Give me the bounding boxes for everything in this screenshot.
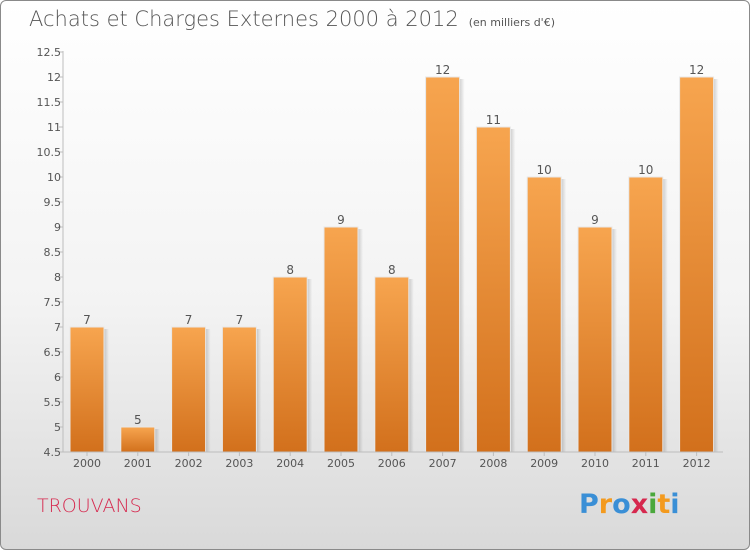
x-tick-label: 2001 xyxy=(124,457,152,470)
y-tick-label: 10.5 xyxy=(37,146,62,159)
logo-letter: i xyxy=(670,489,680,520)
logo-letter: P xyxy=(579,489,599,520)
y-tick-label: 9 xyxy=(54,221,61,234)
bar-value-label: 10 xyxy=(537,163,552,177)
bar-shadow xyxy=(459,79,465,452)
bar-value-label: 9 xyxy=(337,213,345,227)
x-tick-label: 2009 xyxy=(530,457,558,470)
y-tick-label: 8.5 xyxy=(44,246,62,259)
y-tick-label: 11 xyxy=(47,121,61,134)
bar-shadow xyxy=(713,79,719,452)
x-tick-label: 2011 xyxy=(632,457,660,470)
logo-letter: t xyxy=(657,489,671,520)
bar-value-label: 7 xyxy=(83,313,91,327)
y-tick-label: 7.5 xyxy=(44,296,62,309)
bar-value-label: 7 xyxy=(185,313,193,327)
y-tick-label: 5 xyxy=(54,421,61,434)
bar-2004 xyxy=(272,276,308,453)
bar-shadow xyxy=(307,279,313,452)
y-tick-label: 7 xyxy=(54,321,61,334)
y-tick-label: 12.5 xyxy=(37,46,62,59)
x-tick-label: 2002 xyxy=(175,457,203,470)
x-tick-label: 2006 xyxy=(378,457,406,470)
axes-layer: 4.5 5 5.5 6 6.5 7 7.5 8 8.5 9 9.5 10 10.5 11 11.5 12 12.… xyxy=(37,46,723,470)
bar-2008 xyxy=(475,126,511,453)
bar-shadow xyxy=(154,429,160,452)
bar-2002 xyxy=(171,326,207,453)
bar-value-label: 12 xyxy=(689,63,704,77)
bar-2001 xyxy=(120,426,156,453)
bar-chart: 7 5 7 7 8 9 8 12 11 10 9 10 12 4.5 5 5.5 6 6.5 7 7.5 8 8.5 9 9… xyxy=(37,46,723,470)
x-tick-label: 2008 xyxy=(479,457,507,470)
proxiti-logo: Proxiti xyxy=(579,489,680,520)
x-tick-label: 2005 xyxy=(327,457,355,470)
bar-2011 xyxy=(628,176,664,453)
bar-2006 xyxy=(374,276,410,453)
y-tick-label: 10 xyxy=(47,171,61,184)
logo-letter: x xyxy=(630,489,649,520)
bar-value-label: 7 xyxy=(236,313,244,327)
bar-value-label: 8 xyxy=(286,263,294,277)
x-tick-label: 2007 xyxy=(429,457,457,470)
bar-value-label: 8 xyxy=(388,263,396,277)
bar-value-label: 5 xyxy=(134,413,142,427)
commune-name: TROUVANS xyxy=(37,495,142,517)
bar-shadow xyxy=(561,179,567,452)
y-tick-label: 12 xyxy=(47,71,61,84)
bar-2010 xyxy=(577,226,613,453)
chart-title-group: Achats et Charges Externes 2000 à 2012 (e… xyxy=(29,7,555,31)
y-tick-label: 11.5 xyxy=(37,96,62,109)
bar-2012 xyxy=(679,76,715,453)
bar-value-label: 11 xyxy=(486,113,501,127)
y-tick-label: 4.5 xyxy=(44,446,62,459)
x-tick-label: 2003 xyxy=(225,457,253,470)
y-tick-label: 9.5 xyxy=(44,196,62,209)
bar-2003 xyxy=(221,326,257,453)
logo-letter: r xyxy=(598,489,613,520)
bar-2009 xyxy=(526,176,562,453)
bar-shadow xyxy=(358,229,363,452)
chart-title: Achats et Charges Externes 2000 à 2012 xyxy=(29,7,459,31)
x-tick-label: 2010 xyxy=(581,457,609,470)
bar-2005 xyxy=(323,226,359,453)
logo-letter: i xyxy=(648,489,658,520)
bar-value-label: 10 xyxy=(638,163,653,177)
x-tick-label: 2004 xyxy=(276,457,304,470)
chart-subtitle: (en milliers d'€) xyxy=(468,16,555,29)
y-tick-label: 6.5 xyxy=(44,346,62,359)
bar-shadow xyxy=(205,329,211,452)
y-tick-label: 8 xyxy=(54,271,61,284)
bar-shadow xyxy=(662,179,668,452)
bars-layer: 7 5 7 7 8 9 8 12 11 10 9 10 12 xyxy=(69,63,719,453)
bar-shadow xyxy=(256,329,262,452)
y-tick-label: 5.5 xyxy=(44,396,62,409)
bar-shadow xyxy=(104,329,109,452)
bar-shadow xyxy=(510,129,516,452)
bar-2007 xyxy=(425,76,461,453)
logo-letter: o xyxy=(612,489,631,520)
x-tick-label: 2000 xyxy=(73,457,101,470)
bar-value-label: 12 xyxy=(435,63,450,77)
bar-value-label: 9 xyxy=(591,213,599,227)
x-tick-label: 2012 xyxy=(683,457,711,470)
bar-shadow xyxy=(612,229,617,452)
bar-2000 xyxy=(69,326,105,453)
bar-shadow xyxy=(408,279,414,452)
y-tick-label: 6 xyxy=(54,371,61,384)
